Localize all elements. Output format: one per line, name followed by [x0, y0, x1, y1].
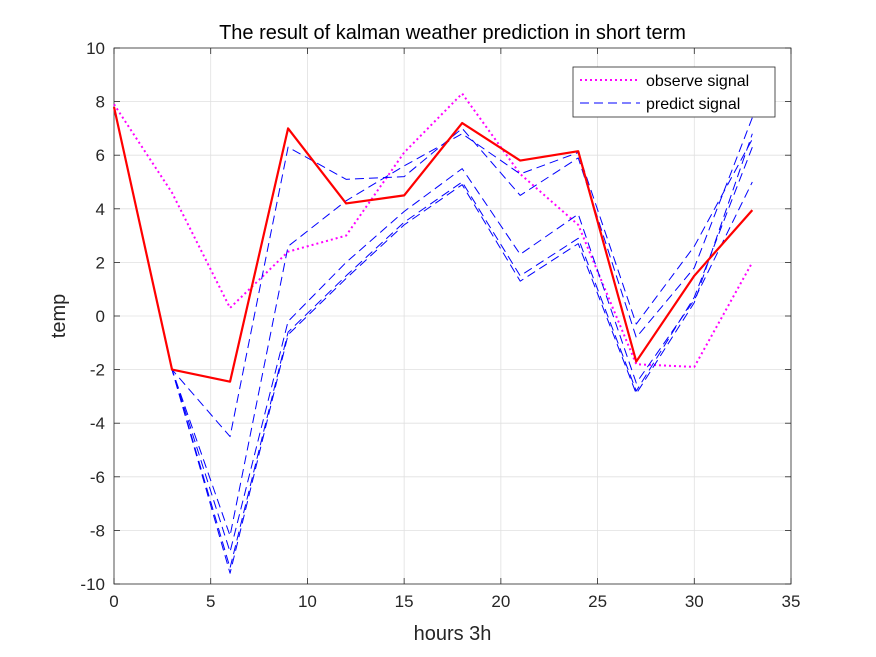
y-tick-label: -6 — [90, 468, 105, 487]
legend-entry-predict: predict signal — [646, 96, 740, 113]
y-tick-label: 8 — [96, 93, 105, 112]
series-line-predict-4 — [113, 106, 753, 569]
y-axis-label: temp — [48, 294, 70, 338]
grid — [114, 48, 791, 584]
x-tick-label: 30 — [685, 592, 704, 611]
x-tick-label: 35 — [782, 592, 801, 611]
axis-ticks: 0 5 10 15 20 25 30 35 -10 -8 -6 -4 -2 0 2 4 6 8 10 — [80, 39, 800, 611]
x-tick-label: 5 — [206, 592, 215, 611]
y-tick-label: 0 — [96, 307, 105, 326]
y-tick-label: 4 — [96, 200, 105, 219]
y-tick-label: 2 — [96, 253, 105, 272]
y-tick-label: 6 — [96, 146, 105, 165]
x-tick-label: 0 — [109, 592, 118, 611]
series-line-predict-5 — [113, 106, 753, 574]
x-tick-label: 20 — [491, 592, 510, 611]
y-tick-label: 10 — [86, 39, 105, 58]
series-line-predict-1 — [113, 106, 753, 438]
y-tick-label: -10 — [80, 575, 105, 594]
legend-box — [572, 66, 776, 118]
chart-title: The result of kalman weather prediction … — [219, 22, 686, 44]
y-tick-label: -8 — [90, 521, 105, 540]
y-tick-label: -2 — [90, 361, 105, 380]
series-line-predict-2 — [113, 106, 753, 537]
series-line-observe — [113, 92, 754, 368]
series-line-predict-3 — [113, 106, 753, 553]
x-axis-label: hours 3h — [414, 623, 492, 645]
x-tick-label: 10 — [298, 592, 317, 611]
x-tick-label: 15 — [395, 592, 414, 611]
x-tick-label: 25 — [588, 592, 607, 611]
legend-entry-observe: observe signal — [646, 73, 749, 90]
series-group — [112, 92, 754, 574]
y-tick-label: -4 — [90, 414, 105, 433]
series-line-estimate — [112, 106, 754, 383]
legend: observe signal predict signal — [572, 66, 776, 118]
